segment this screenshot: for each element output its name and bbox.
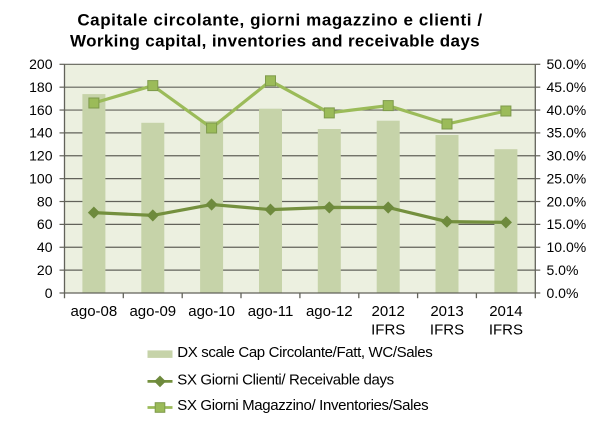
svg-text:15.0%: 15.0% [547,216,587,232]
svg-text:0: 0 [45,285,53,301]
svg-text:2012: 2012 [372,303,405,320]
svg-text:SX Giorni Clienti/ Receivable: SX Giorni Clienti/ Receivable days [177,371,394,388]
svg-text:140: 140 [29,125,53,141]
svg-text:40: 40 [37,239,53,255]
svg-text:20: 20 [37,262,53,278]
svg-text:10.0%: 10.0% [547,239,587,255]
svg-text:40.0%: 40.0% [547,102,587,118]
svg-text:ago-11: ago-11 [248,303,294,320]
svg-text:IFRS: IFRS [371,322,405,339]
svg-text:IFRS: IFRS [489,322,523,339]
svg-text:30.0%: 30.0% [547,148,587,164]
svg-text:ago-08: ago-08 [71,303,118,320]
svg-text:80: 80 [37,193,53,209]
svg-text:SX Giorni Magazzino/ Inventori: SX Giorni Magazzino/ Inventories/Sales [177,397,428,414]
svg-text:180: 180 [29,79,53,95]
svg-text:35.0%: 35.0% [547,125,587,141]
svg-text:50.0%: 50.0% [547,56,587,72]
svg-text:25.0%: 25.0% [547,171,587,187]
svg-text:45.0%: 45.0% [547,79,587,95]
svg-text:ago-10: ago-10 [188,303,235,320]
svg-text:IFRS: IFRS [430,322,464,339]
svg-text:60: 60 [37,216,53,232]
svg-text:200: 200 [29,56,53,72]
svg-text:Capitale circolante, giorni ma: Capitale circolante, giorni magazzino e … [77,11,482,30]
svg-text:ago-09: ago-09 [129,303,176,320]
svg-text:0.0%: 0.0% [547,285,579,301]
svg-text:2013: 2013 [430,303,463,320]
svg-text:160: 160 [29,102,53,118]
svg-text:2014: 2014 [489,303,522,320]
svg-text:5.0%: 5.0% [547,262,579,278]
svg-text:DX scale Cap Circolante/Fatt,: DX scale Cap Circolante/Fatt, WC/Sales [177,344,432,361]
svg-text:ago-12: ago-12 [306,303,353,320]
svg-text:20.0%: 20.0% [547,193,587,209]
svg-text:Working capital, inventories a: Working capital, inventories and receiva… [70,31,480,50]
svg-text:100: 100 [29,171,53,187]
svg-text:120: 120 [29,148,53,164]
